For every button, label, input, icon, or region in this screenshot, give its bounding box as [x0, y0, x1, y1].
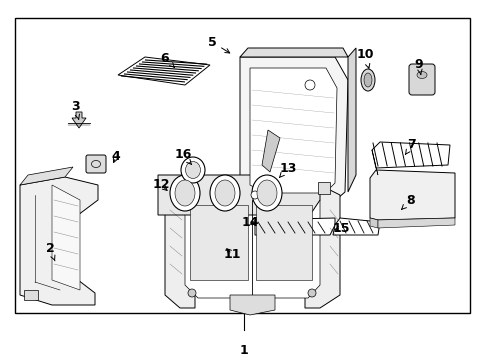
Polygon shape — [377, 218, 454, 228]
Polygon shape — [369, 170, 454, 220]
Polygon shape — [249, 68, 336, 193]
Ellipse shape — [363, 73, 371, 87]
Ellipse shape — [360, 69, 374, 91]
Ellipse shape — [215, 180, 235, 206]
Polygon shape — [190, 205, 247, 280]
Text: 3: 3 — [71, 100, 80, 119]
Polygon shape — [369, 218, 377, 228]
Polygon shape — [164, 185, 339, 308]
Ellipse shape — [257, 180, 276, 206]
Text: 12: 12 — [152, 179, 169, 192]
Text: 14: 14 — [241, 216, 258, 229]
Circle shape — [187, 289, 196, 297]
Circle shape — [307, 289, 315, 297]
Text: 7: 7 — [405, 139, 415, 154]
Text: 13: 13 — [279, 162, 296, 177]
Polygon shape — [20, 167, 73, 185]
Ellipse shape — [181, 157, 204, 183]
Polygon shape — [262, 130, 280, 172]
Text: 6: 6 — [161, 51, 174, 67]
Ellipse shape — [251, 175, 282, 211]
FancyBboxPatch shape — [86, 155, 106, 173]
Bar — [317, 182, 329, 194]
Polygon shape — [254, 218, 334, 235]
Polygon shape — [158, 175, 319, 215]
Polygon shape — [371, 142, 449, 168]
Ellipse shape — [416, 72, 426, 78]
Ellipse shape — [209, 175, 240, 211]
Text: 8: 8 — [401, 194, 414, 210]
Polygon shape — [52, 185, 80, 290]
Text: 16: 16 — [174, 148, 191, 165]
Text: 4: 4 — [111, 150, 120, 163]
Ellipse shape — [170, 175, 200, 211]
Text: 2: 2 — [45, 243, 55, 261]
Circle shape — [250, 191, 259, 199]
Polygon shape — [184, 200, 319, 298]
Ellipse shape — [185, 162, 200, 179]
Text: 5: 5 — [207, 36, 229, 53]
Polygon shape — [332, 218, 379, 235]
Text: 11: 11 — [223, 248, 240, 261]
Text: 1: 1 — [239, 343, 248, 356]
Polygon shape — [256, 205, 311, 280]
Polygon shape — [118, 57, 209, 85]
Polygon shape — [72, 112, 86, 128]
Bar — [15, 18, 469, 313]
Ellipse shape — [175, 180, 195, 206]
Bar — [24, 290, 38, 300]
Polygon shape — [371, 150, 377, 175]
Polygon shape — [240, 57, 347, 205]
FancyBboxPatch shape — [408, 64, 434, 95]
Polygon shape — [229, 295, 274, 315]
Polygon shape — [20, 177, 98, 305]
Polygon shape — [347, 48, 355, 192]
Polygon shape — [240, 48, 347, 57]
Text: 10: 10 — [356, 49, 373, 68]
Text: 15: 15 — [331, 221, 349, 234]
Circle shape — [305, 80, 314, 90]
Text: 9: 9 — [414, 58, 423, 75]
